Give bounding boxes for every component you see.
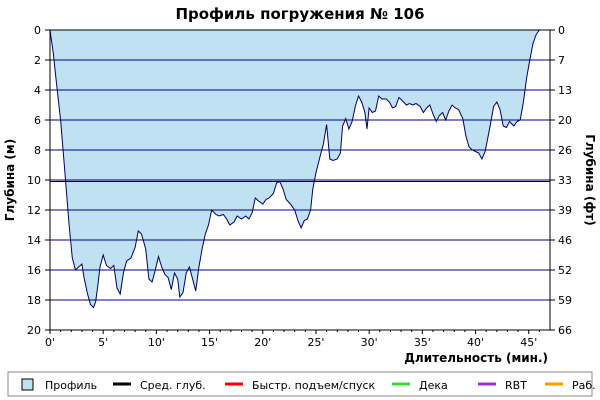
legend-label: RBT	[505, 379, 527, 392]
profile-line	[49, 29, 540, 309]
x-tick-label: 20'	[254, 336, 271, 349]
y-tick-label-right: 0	[558, 24, 565, 37]
x-tick-label: 35'	[414, 336, 431, 349]
profile-area	[50, 30, 540, 308]
y-tick-label-left: 6	[34, 114, 41, 127]
x-tick-label: 25'	[307, 336, 324, 349]
x-tick-label: 0'	[45, 336, 55, 349]
y-axis-title-right: Глубина (фт)	[583, 134, 597, 225]
legend-label: Быстр. подъем/спуск	[252, 379, 376, 392]
y-tick-label-right: 13	[558, 84, 572, 97]
y-tick-label-right: 66	[558, 324, 572, 337]
x-tick-label: 45'	[520, 336, 537, 349]
legend-swatch	[21, 378, 34, 391]
y-tick-label-left: 18	[27, 294, 41, 307]
y-tick-label-left: 16	[27, 264, 41, 277]
legend-label: Профиль	[45, 379, 97, 392]
y-tick-label-left: 0	[34, 24, 41, 37]
y-tick-label-right: 20	[558, 114, 572, 127]
x-tick-label: 40'	[467, 336, 484, 349]
y-tick-label-right: 46	[558, 234, 572, 247]
y-axis-title-left: Глубина (м)	[3, 139, 17, 221]
y-tick-label-left: 14	[27, 234, 41, 247]
x-tick-label: 5'	[98, 336, 108, 349]
y-tick-label-right: 39	[558, 204, 572, 217]
y-tick-label-left: 8	[34, 144, 41, 157]
y-tick-label-left: 4	[34, 84, 41, 97]
y-tick-label-left: 10	[27, 174, 41, 187]
x-tick-label: 15'	[201, 336, 218, 349]
y-tick-label-left: 12	[27, 204, 41, 217]
y-tick-label-right: 26	[558, 144, 572, 157]
x-axis-title: Длительность (мин.)	[404, 351, 548, 365]
legend-label: Дека	[419, 379, 448, 392]
y-tick-label-right: 33	[558, 174, 572, 187]
x-tick-label: 10'	[148, 336, 165, 349]
plot-frame	[49, 29, 551, 331]
legend-label: Сред. глуб.	[140, 379, 206, 392]
x-tick-label: 30'	[361, 336, 378, 349]
y-tick-label-right: 59	[558, 294, 572, 307]
legend-label: Раб.	[572, 379, 596, 392]
y-tick-label-left: 20	[27, 324, 41, 337]
y-tick-label-right: 52	[558, 264, 572, 277]
y-tick-label-right: 7	[558, 54, 565, 67]
chart-title: Профиль погружения № 106	[175, 5, 424, 23]
y-tick-label-left: 2	[34, 54, 41, 67]
